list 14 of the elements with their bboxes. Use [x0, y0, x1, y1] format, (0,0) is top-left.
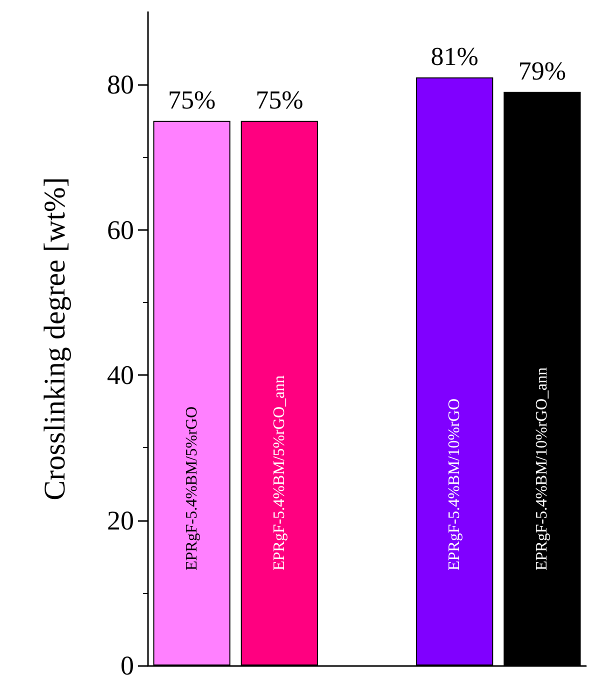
x-tick-label: EPRgF-5.4%BM/10%rGO: [446, 398, 464, 570]
x-tick-label: EPRgF-5.4%BM/10%rGO_ann: [534, 367, 551, 570]
y-tick-label: 0: [120, 650, 134, 679]
data-label: 79%: [518, 56, 566, 86]
data-label: 75%: [168, 85, 216, 114]
data-label: 75%: [256, 85, 304, 114]
data-label: 81%: [430, 42, 478, 71]
y-tick-label: 60: [107, 214, 134, 245]
y-tick-label: 80: [107, 70, 134, 100]
x-tick-label: EPRgF-5.4%BM/5%rGO_ann: [270, 375, 288, 570]
y-tick-label: 40: [107, 360, 134, 390]
y-tick-label: 20: [107, 505, 134, 536]
y-axis-title: Crosslinking degree [wt%]: [38, 177, 72, 500]
x-tick-label: EPRgF-5.4%BM/5%rGO: [183, 406, 200, 570]
